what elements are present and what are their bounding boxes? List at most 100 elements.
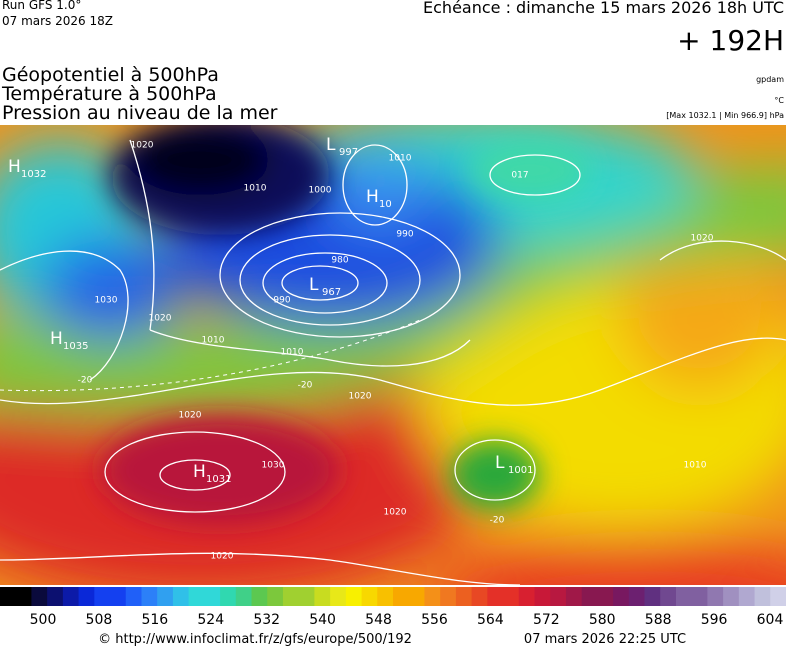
colorbar-swatch: [110, 587, 127, 606]
isobar-label: 1020: [691, 234, 714, 244]
colorbar-swatch: [660, 587, 677, 606]
colorbar-swatch: [723, 587, 740, 606]
colorbar-swatch: [613, 587, 630, 606]
unit: °C: [774, 96, 784, 105]
colorbar-swatch: [707, 587, 724, 606]
colorbar-swatch: [424, 587, 441, 606]
colorbar-label: 596: [701, 612, 728, 628]
colorbar-swatch: [754, 587, 771, 606]
colorbar-swatch: [47, 587, 64, 606]
colorbar-swatch: [125, 587, 142, 606]
colorbar-label: 516: [141, 612, 168, 628]
isobar-label: 1020: [384, 508, 407, 518]
isobar-label: 990: [396, 230, 413, 240]
colorbar-swatch: [62, 587, 80, 606]
colorbar-label: 508: [86, 612, 113, 628]
colorbar-swatch: [597, 587, 614, 606]
colorbar-swatch: [78, 587, 95, 606]
colorbar-swatch: [157, 587, 174, 606]
isobar-label: 1010: [389, 154, 412, 164]
center-value: 997: [339, 147, 358, 158]
center-type: H: [193, 462, 206, 482]
colorbar-swatch: [471, 587, 488, 606]
isobar-label: 1010: [684, 461, 707, 471]
colorbar-swatch: [503, 587, 520, 606]
colorbar-label: 500: [30, 612, 57, 628]
temperature-label: -20: [298, 381, 313, 391]
generated: 07 mars 2026 22:25 UTC: [524, 632, 686, 647]
run-date: 07 mars 2026 18Z: [2, 14, 113, 28]
center-type: H: [50, 329, 63, 349]
colorbar-swatch: [377, 587, 394, 606]
center-value: 1001: [508, 465, 533, 476]
colorbar-swatch: [361, 587, 378, 606]
isobar-label: 990: [273, 296, 290, 306]
colorbar-swatch: [487, 587, 504, 606]
colorbar-swatch: [738, 587, 756, 606]
colorbar-swatch: [282, 587, 300, 606]
colorbar-swatch: [581, 587, 598, 606]
colorbar-swatch: [675, 587, 693, 606]
field: Température à 500hPa: [1, 83, 217, 105]
colorbar-label: 604: [757, 612, 784, 628]
field: Pression au niveau de la mer: [2, 102, 278, 124]
colorbar-swatch: [345, 587, 363, 606]
colorbar-label: 524: [197, 612, 224, 628]
colorbar-label: 556: [421, 612, 448, 628]
isobar-label: 1030: [95, 296, 118, 306]
run: Run GFS 1.0°: [2, 0, 81, 12]
colorbar-swatch: [31, 587, 48, 606]
colorbar-swatch: [188, 587, 205, 606]
colorbar-swatch: [172, 587, 190, 606]
colorbar-swatch: [393, 587, 410, 606]
colorbar-swatch: [15, 587, 32, 606]
colorbar-swatch: [251, 587, 268, 606]
colorbar-swatch: [440, 587, 457, 606]
unit: gpdam: [756, 75, 784, 84]
isobar-label: 1030: [262, 461, 285, 471]
valid-time: Echéance : dimanche 15 mars 2026 18h UTC: [423, 0, 784, 17]
colorbar-label: 572: [533, 612, 560, 628]
colorbar-swatch: [408, 587, 425, 606]
colorbar-swatch: [455, 587, 473, 606]
lead-time: + 192H: [677, 24, 784, 57]
colorbar-label: 532: [253, 612, 280, 628]
colorbar-swatch: [628, 587, 646, 606]
colorbar-label: 548: [365, 612, 392, 628]
colorbar-swatch: [644, 587, 661, 606]
colorbar-swatch: [235, 587, 253, 606]
colorbar-swatch: [204, 587, 221, 606]
center-value: 1032: [21, 169, 46, 180]
temperature-label: -20: [490, 516, 505, 526]
colorbar-swatch: [141, 587, 158, 606]
isobar-label: 1020: [211, 552, 234, 562]
colorbar-swatch: [534, 587, 551, 606]
center-type: L: [495, 453, 505, 473]
colorbar-label: 588: [645, 612, 672, 628]
isobar-label: 1010: [281, 348, 304, 358]
colorbar-swatch: [314, 587, 331, 606]
isobar-label: 980: [331, 256, 348, 266]
isobar-label: 1020: [179, 411, 202, 421]
map: 1020 1010 1000 990 980 990 1010 1030 102…: [0, 125, 786, 585]
field: Géopotentiel à 500hPa: [2, 64, 219, 86]
isobar-label: 1010: [244, 184, 267, 194]
colorbar-swatch: [518, 587, 535, 606]
center-type: H: [366, 187, 379, 207]
isobar-label: 017: [511, 171, 528, 181]
center-type: L: [326, 135, 336, 155]
center-value: 1031: [206, 474, 231, 485]
colorbar-label: 564: [477, 612, 504, 628]
colorbar: 500 508 516 524 532 540 548 556 564 572 580 588 596 6…: [0, 587, 786, 628]
colorbar-swatch: [550, 587, 567, 606]
isobar-label: 1010: [202, 336, 225, 346]
center-value: 967: [322, 287, 341, 298]
colorbar-swatch: [0, 587, 17, 606]
colorbar-swatch: [220, 587, 237, 606]
center-value: 10: [379, 199, 392, 210]
center-value: 1035: [63, 341, 88, 352]
colorbar-label: 580: [589, 612, 616, 628]
colorbar-swatch: [298, 587, 315, 606]
isobar-label: 1020: [131, 141, 154, 151]
